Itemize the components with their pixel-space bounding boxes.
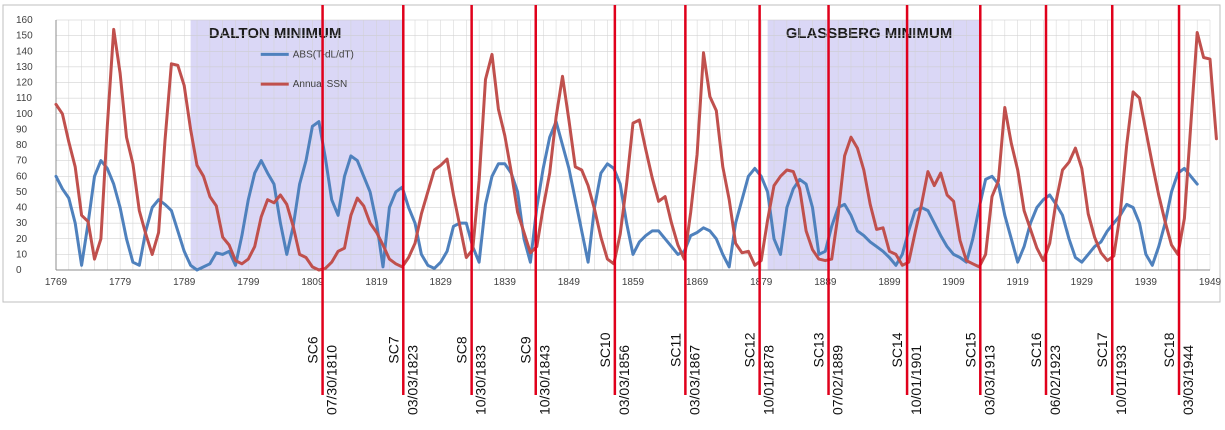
cycle-marker-cycle-label-group: SC9: [518, 336, 534, 363]
cycle-marker-cycle-label: SC12: [742, 332, 758, 367]
y-tick-label: 150: [16, 31, 33, 42]
x-tick-label: 1919: [1007, 277, 1030, 288]
cycle-marker-date-label: 06/02/1923: [1047, 345, 1063, 415]
y-tick-label: 100: [16, 109, 33, 120]
cycle-marker-cycle-label: SC9: [518, 336, 534, 363]
cycle-marker-date-label-group: 10/01/1878: [761, 345, 777, 415]
x-tick-label: 1939: [1135, 277, 1158, 288]
cycle-marker-cycle-label-group: SC7: [385, 336, 401, 363]
cycle-marker-date-label-group: 07/02/1889: [830, 345, 846, 415]
series-line-abs: [54, 120, 1199, 272]
cycle-marker-date-label-group: 06/02/1923: [1047, 345, 1063, 415]
cycle-marker-cycle-label-group: SC10: [597, 332, 613, 367]
cycle-marker-date-label-group: 10/30/1843: [537, 345, 553, 415]
y-tick-label: 30: [16, 218, 28, 229]
y-tick-label: 90: [16, 124, 28, 135]
y-tick-label: 0: [16, 265, 22, 276]
cycle-marker-cycle-label-group: SC15: [962, 332, 978, 367]
x-tick-label: 1829: [430, 277, 453, 288]
cycle-marker-date-label-group: 03/03/1913: [981, 345, 997, 415]
y-tick-label: 160: [16, 15, 33, 26]
cycle-marker-cycle-label: SC7: [385, 336, 401, 363]
x-tick-label: 1819: [365, 277, 388, 288]
x-tick-label: 1799: [237, 277, 260, 288]
y-tick-label: 50: [16, 187, 28, 198]
shaded-region-label: GLASSBERG MINIMUM: [786, 25, 953, 42]
cycle-marker-cycle-label-group: SC13: [811, 332, 827, 367]
cycle-marker-cycle-label-group: SC12: [742, 332, 758, 367]
x-tick-label: 1949: [1199, 277, 1222, 288]
x-tick-label: 1859: [622, 277, 645, 288]
x-tick-label: 1849: [558, 277, 581, 288]
cycle-marker-cycle-label: SC14: [889, 332, 905, 367]
cycle-marker-cycle-label: SC17: [1094, 332, 1110, 367]
cycle-marker-date-label: 10/01/1933: [1113, 345, 1129, 415]
cycle-marker-date-label: 07/02/1889: [830, 345, 846, 415]
cycle-marker-date-label: 07/30/1810: [324, 345, 340, 415]
x-tick-label: 1889: [814, 277, 837, 288]
x-tick-label: 1809: [301, 277, 324, 288]
x-tick-label: 1779: [109, 277, 132, 288]
cycle-marker-date-label: 03/03/1867: [686, 345, 702, 415]
y-tick-label: 120: [16, 78, 33, 89]
y-tick-label: 10: [16, 249, 28, 260]
cycle-marker-date-label-group: 07/30/1810: [324, 345, 340, 415]
cycle-marker-cycle-label: SC6: [305, 336, 321, 363]
cycle-marker-cycle-label: SC18: [1161, 332, 1177, 367]
x-tick-label: 1929: [1071, 277, 1094, 288]
x-tick-label: 1789: [173, 277, 196, 288]
cycle-marker-date-label: 10/01/1901: [908, 345, 924, 415]
cycle-marker-date-label: 03/03/1823: [404, 345, 420, 415]
x-tick-label: 1769: [45, 277, 68, 288]
y-tick-label: 140: [16, 46, 33, 57]
cycle-marker-cycle-label-group: SC8: [454, 336, 470, 363]
cycle-marker-date-label: 03/03/1856: [616, 345, 632, 415]
cycle-marker-cycle-label: SC8: [454, 336, 470, 363]
x-tick-label: 1899: [878, 277, 901, 288]
cycle-marker-date-label-group: 10/30/1833: [473, 345, 489, 415]
cycle-marker-cycle-label-group: SC17: [1094, 332, 1110, 367]
cycle-marker-date-label-group: 10/01/1901: [908, 345, 924, 415]
cycle-marker-cycle-label-group: SC18: [1161, 332, 1177, 367]
shaded-region-label: DALTON MINIMUM: [209, 25, 342, 42]
legend-label: Annual SSN: [293, 79, 347, 90]
cycle-marker-date-label: 03/03/1944: [1180, 345, 1196, 415]
cycle-marker-date-label-group: 03/03/1944: [1180, 345, 1196, 415]
y-tick-label: 20: [16, 234, 28, 245]
cycle-marker-date-label: 10/30/1833: [473, 345, 489, 415]
cycle-marker-cycle-label-group: SC16: [1028, 332, 1044, 367]
cycle-marker-date-label-group: 03/03/1823: [404, 345, 420, 415]
y-tick-label: 70: [16, 156, 28, 167]
cycle-marker-cycle-label: SC11: [667, 333, 683, 367]
cycle-marker-date-label: 10/30/1843: [537, 345, 553, 415]
cycle-marker-cycle-label-group: SC14: [889, 332, 905, 367]
cycle-marker-cycle-label: SC10: [597, 332, 613, 367]
series-line-annual-ssn: [54, 27, 1218, 272]
cycle-marker-cycle-label: SC15: [962, 332, 978, 367]
x-tick-label: 1869: [686, 277, 709, 288]
x-tick-label: 1909: [942, 277, 965, 288]
x-tick-label: 1839: [494, 277, 517, 288]
y-tick-label: 80: [16, 140, 28, 151]
cycle-marker-cycle-label-group: SC6: [305, 336, 321, 363]
cycle-marker-date-label-group: 10/01/1933: [1113, 345, 1129, 415]
cycle-marker-date-label: 03/03/1913: [981, 345, 997, 415]
y-tick-label: 130: [16, 62, 33, 73]
y-tick-label: 60: [16, 171, 28, 182]
x-tick-label: 1879: [750, 277, 773, 288]
cycle-marker-cycle-label-group: SC11: [667, 333, 683, 367]
cycle-marker-cycle-label: SC13: [811, 332, 827, 367]
cycle-marker-date-label-group: 03/03/1867: [686, 345, 702, 415]
cycle-marker-date-label: 10/01/1878: [761, 345, 777, 415]
y-tick-label: 40: [16, 203, 28, 214]
cycle-marker-cycle-label: SC16: [1028, 332, 1044, 367]
cycle-marker-date-label-group: 03/03/1856: [616, 345, 632, 415]
y-tick-label: 110: [16, 93, 32, 104]
